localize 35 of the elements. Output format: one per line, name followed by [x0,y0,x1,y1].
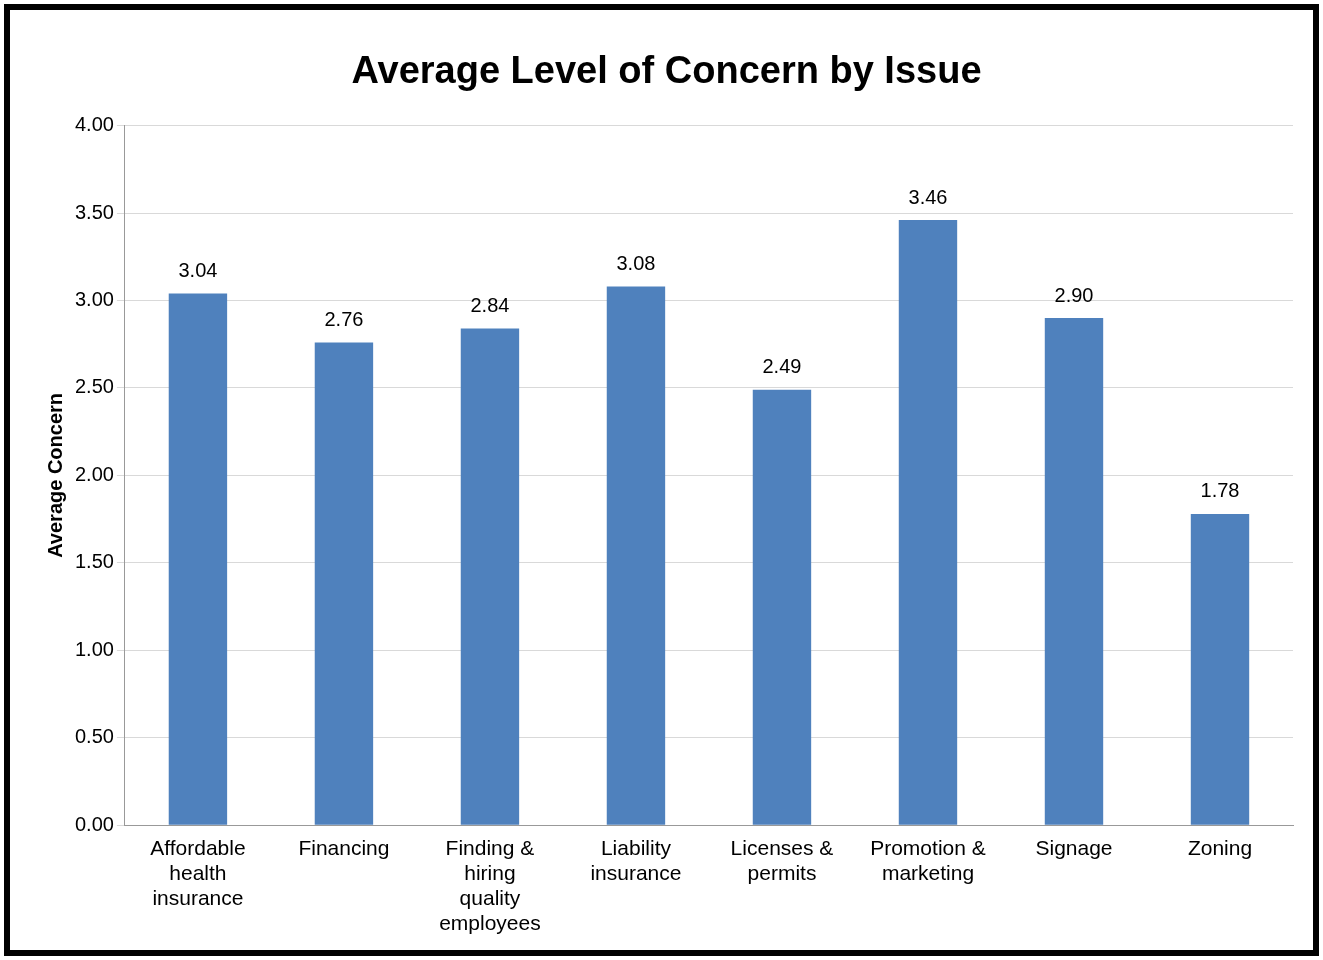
bar [314,342,374,825]
data-label: 3.46 [908,185,948,208]
x-tick-label: Finding & hiring quality employees [439,835,541,935]
y-tick-label: 0.50 [74,725,114,748]
y-tick-label: 3.00 [74,288,114,311]
data-label: 3.04 [178,259,218,282]
x-tick-label: Affordable health insurance [150,835,246,909]
chart-title: Average Level of Concern by Issue [351,49,982,92]
y-tick-label: 4.00 [74,113,114,136]
y-tick-label: 3.50 [74,200,114,223]
data-label: 2.76 [324,307,364,330]
bar [1044,317,1104,825]
bar [168,293,228,825]
x-tick-label: Liability insurance [590,835,682,884]
y-tick-label: 2.50 [74,375,114,398]
bar [460,328,520,825]
x-tick-label: Licenses & permits [730,835,834,884]
x-tick-label: Signage [1035,835,1113,859]
y-tick-label: 1.50 [74,550,114,573]
x-tick-label: Zoning [1187,835,1253,859]
data-label: 3.08 [616,252,656,275]
y-tick-label: 2.00 [74,462,114,485]
y-tick-label: 0.00 [74,812,114,835]
y-tick-label: 1.00 [74,637,114,660]
x-tick-label: Financing [298,835,390,859]
data-label: 2.84 [470,294,510,316]
data-label: 2.90 [1054,283,1094,306]
bar [606,286,666,825]
y-axis-title: Average Concern [43,392,66,558]
bar [752,389,812,825]
data-label: 1.78 [1200,479,1240,502]
data-label: 2.49 [762,355,802,378]
bar [1190,513,1250,825]
bar [898,220,958,825]
x-tick-label: Promotion & marketing [870,835,986,884]
